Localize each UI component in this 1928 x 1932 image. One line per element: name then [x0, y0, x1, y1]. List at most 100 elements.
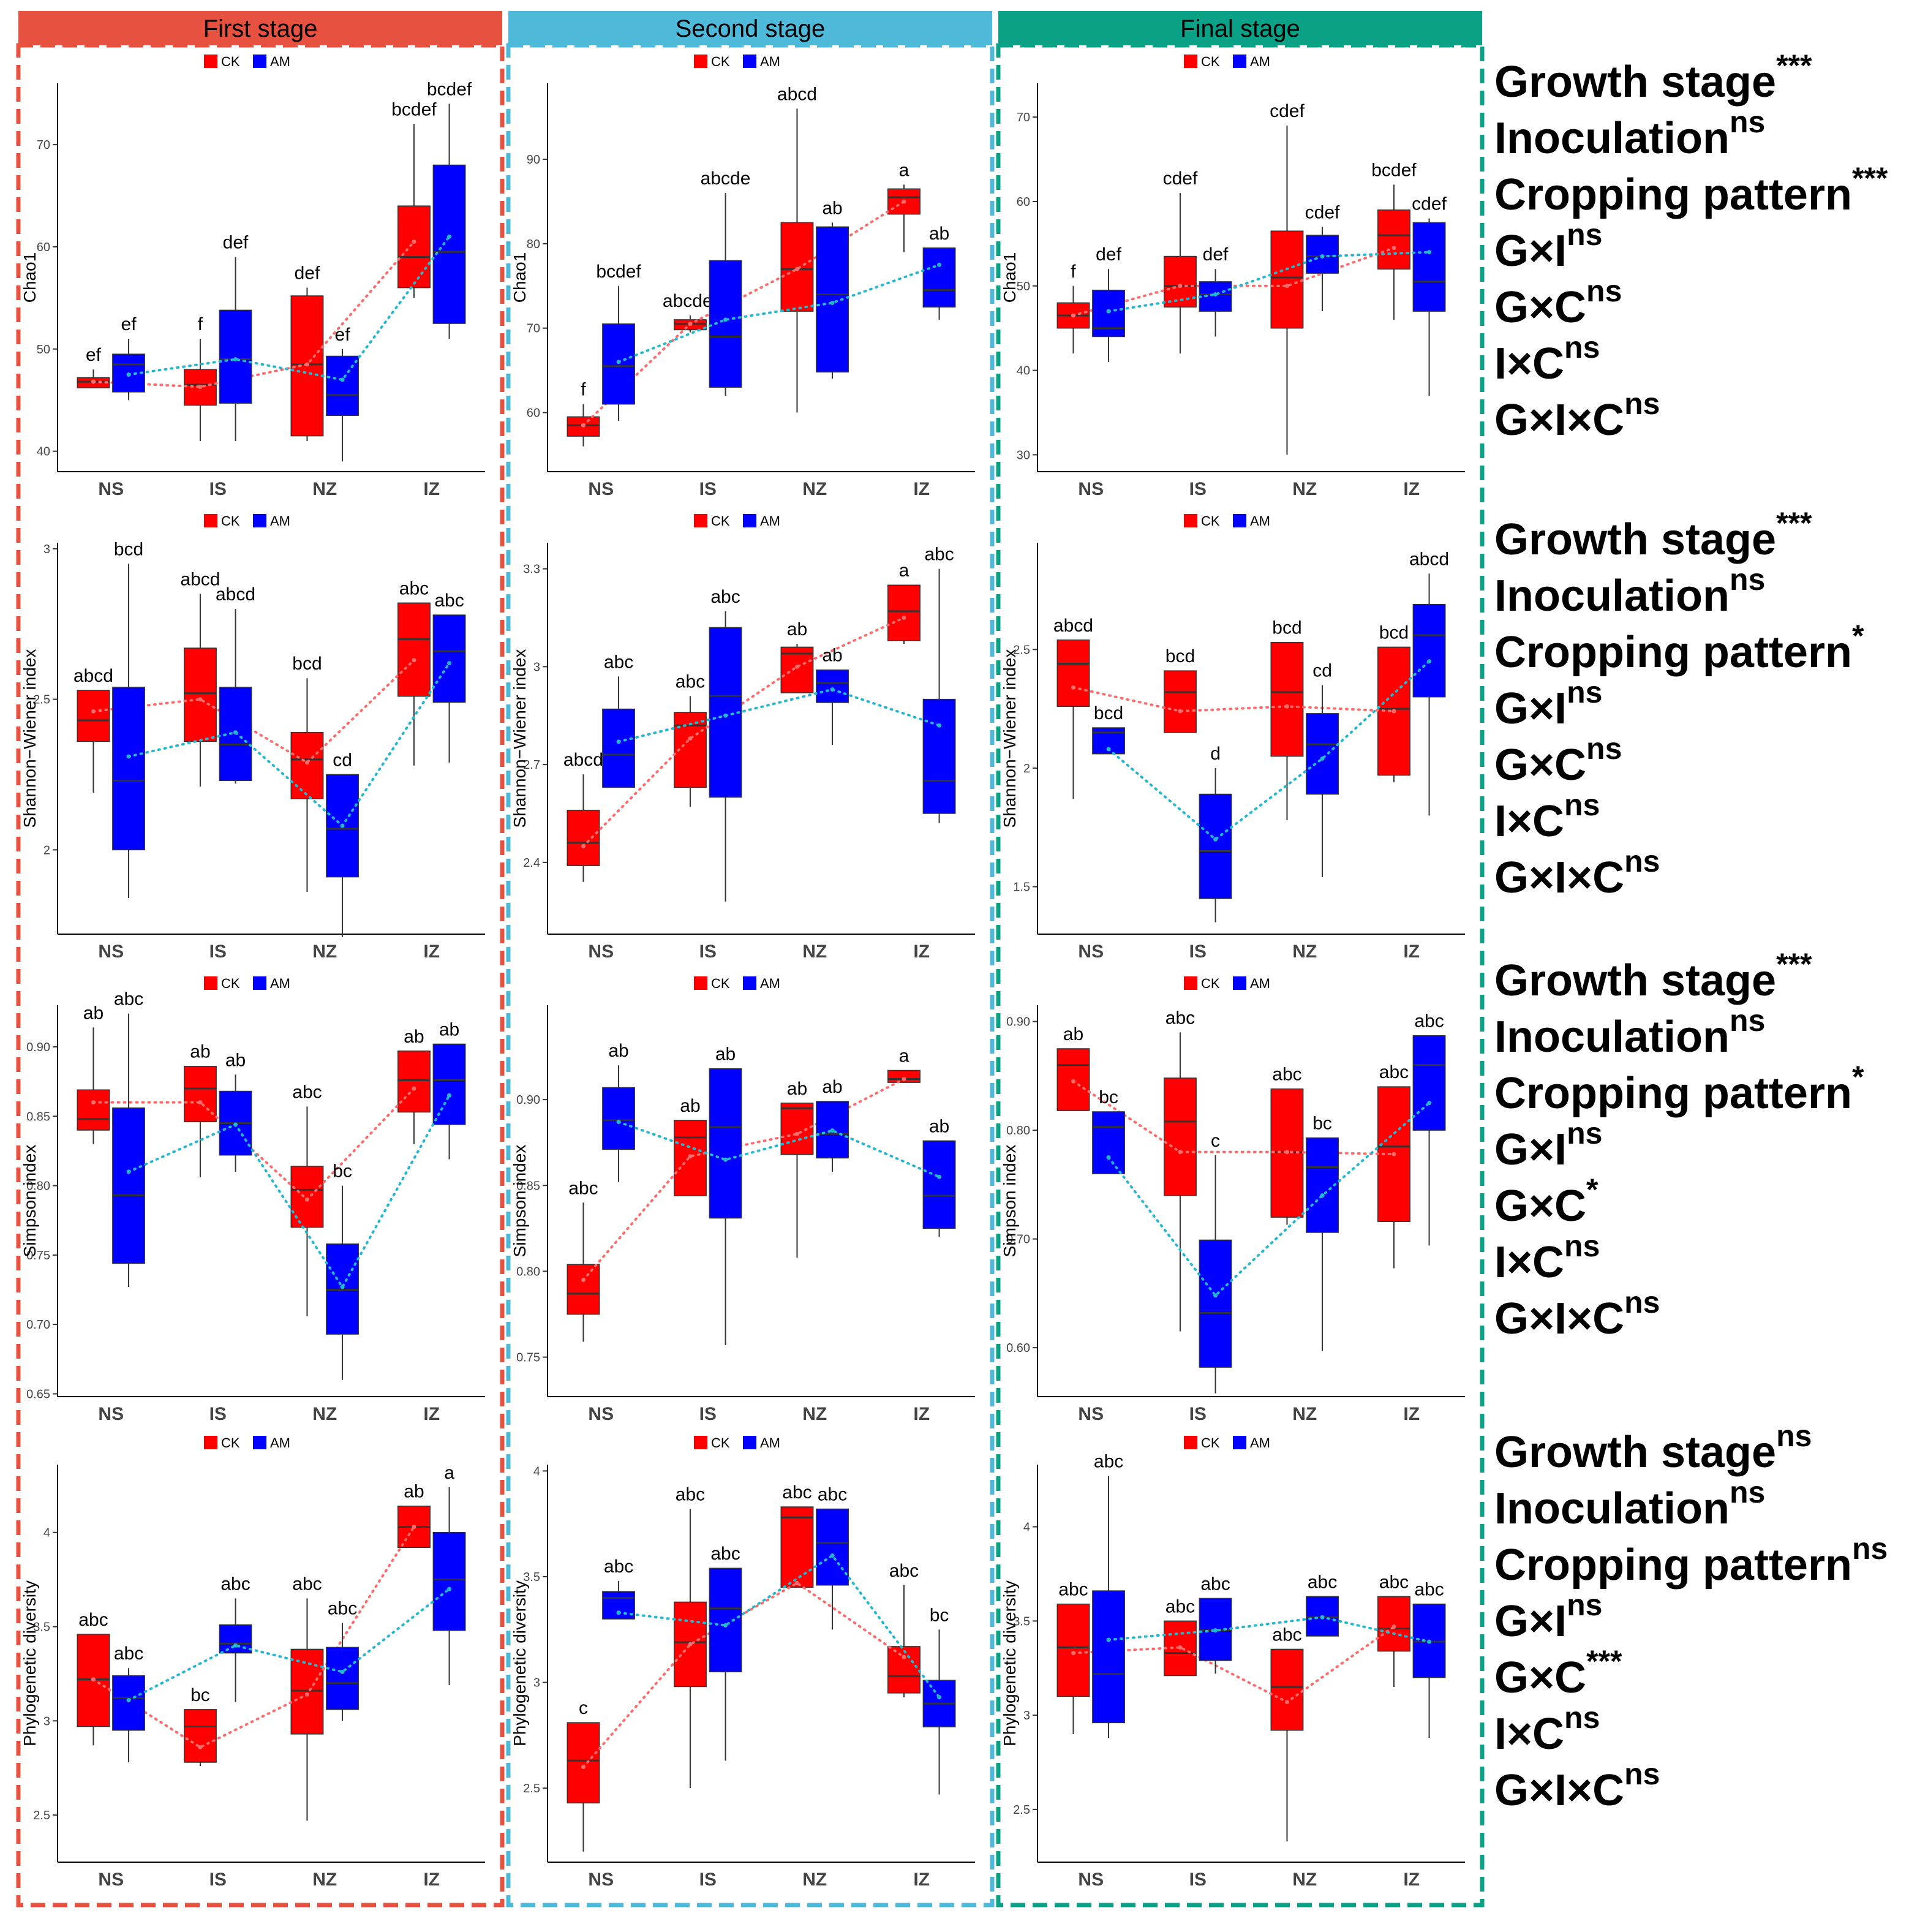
- box-body: [922, 1140, 956, 1229]
- mean-point: [830, 687, 835, 692]
- significance-label: ab: [715, 1044, 736, 1065]
- anova-significance: ns: [1567, 217, 1603, 252]
- mean-point: [126, 754, 131, 759]
- box-body: [432, 1043, 466, 1125]
- mean-point: [794, 1580, 799, 1585]
- anova-stat-line: G×Ins: [1494, 1118, 1923, 1178]
- mean-point: [412, 658, 416, 663]
- y-tick-label: 40: [37, 445, 50, 459]
- anova-stat-line: Growth stagens: [1494, 1421, 1923, 1481]
- x-tick-label: NZ: [1292, 479, 1317, 499]
- box-body: [1199, 1239, 1232, 1368]
- significance-label: ab: [822, 1077, 842, 1097]
- box-body: [602, 708, 635, 788]
- stage-frame: [506, 43, 995, 1907]
- y-tick-label: 0.60: [1006, 1341, 1030, 1355]
- significance-label: bc: [333, 1161, 352, 1182]
- mean-point: [581, 423, 586, 428]
- mean-point: [340, 1285, 345, 1289]
- mean-point: [1178, 1645, 1183, 1650]
- anova-term: Growth stage: [1494, 58, 1777, 107]
- y-axis-label: Chao1: [20, 252, 39, 303]
- x-tick-label: IZ: [423, 941, 440, 962]
- mean-point: [937, 1174, 942, 1179]
- stage-header-label: First stage: [203, 15, 318, 42]
- mean-point: [91, 379, 96, 384]
- y-axis-label: Chao1: [1000, 252, 1019, 303]
- x-tick-label: NZ: [1292, 1404, 1317, 1424]
- mean-trend-line: [92, 658, 415, 764]
- mean-point: [723, 1623, 728, 1628]
- significance-label: abc: [782, 1482, 811, 1503]
- x-tick-label: IZ: [913, 1870, 930, 1890]
- chart-simpson-index-first-stage: CK AM 0.65 0.70 0.75 0.80 0.85 0.90 Simpson inde…: [20, 976, 485, 1424]
- anova-stat-line: G×C*: [1494, 1174, 1923, 1234]
- mean-point: [723, 713, 728, 718]
- legend-am-label: AM: [760, 1435, 780, 1451]
- significance-label: ef: [86, 345, 102, 365]
- y-tick-label: 0.80: [26, 1180, 50, 1193]
- legend-ck-label: CK: [221, 976, 240, 991]
- anova-term: Inoculation: [1494, 572, 1730, 621]
- mean-point: [902, 199, 906, 204]
- box-body: [77, 1089, 110, 1131]
- anova-significance: ns: [1729, 105, 1766, 139]
- box-body: [1412, 222, 1446, 312]
- chart-chao1-first-stage: CK AM 40 50 60 70 Chao1 NS IS NZ IZ ef f def bcdef ef de…: [20, 54, 485, 499]
- box-body: [184, 1709, 217, 1763]
- mean-point: [1320, 1193, 1325, 1198]
- box-body: [922, 698, 956, 814]
- box-body: [326, 355, 359, 416]
- stage-frame: [16, 43, 505, 1907]
- mean-point: [1213, 292, 1218, 297]
- significance-label: a: [899, 560, 909, 581]
- anova-term: Cropping pattern: [1494, 1541, 1852, 1590]
- legend-ck-label: CK: [1201, 513, 1220, 529]
- significance-label: bcd: [114, 539, 143, 559]
- stage-frame: [996, 43, 1485, 1907]
- anova-significance: *: [1851, 1060, 1864, 1094]
- anova-stat-block: Growth stage*** Inoculationns Cropping pat…: [1494, 508, 1923, 906]
- box-body: [290, 1648, 324, 1735]
- mean-point: [1213, 837, 1218, 842]
- x-tick-label: NZ: [802, 1870, 827, 1890]
- significance-label: abc: [1308, 1572, 1337, 1592]
- mean-point: [1427, 659, 1432, 664]
- significance-label: f: [1071, 262, 1076, 282]
- legend-am-swatch: [1233, 55, 1246, 68]
- mean-point: [447, 234, 452, 239]
- legend-ck-label: CK: [1201, 54, 1220, 69]
- x-tick-label: IS: [1189, 1404, 1207, 1424]
- mean-point: [1071, 1079, 1075, 1084]
- x-tick-label: IS: [1189, 479, 1207, 499]
- legend-am-label: AM: [1250, 1435, 1270, 1451]
- y-tick-label: 0.85: [516, 1179, 540, 1193]
- anova-term: G×I×C: [1494, 1766, 1625, 1815]
- x-tick-label: NS: [588, 479, 614, 499]
- mean-point: [1071, 685, 1075, 690]
- y-axis-label: Simpson index: [1000, 1145, 1019, 1258]
- anova-significance: ns: [1729, 1475, 1766, 1509]
- y-tick-label: 1.5: [1013, 881, 1030, 894]
- mean-point: [1106, 1637, 1111, 1642]
- x-tick-label: IS: [699, 1870, 717, 1890]
- legend-ck-label: CK: [221, 1435, 240, 1451]
- x-tick-label: IZ: [423, 1870, 440, 1890]
- significance-label: abcde: [701, 168, 751, 189]
- box-body: [112, 687, 145, 851]
- mean-point: [1427, 1101, 1432, 1106]
- anova-significance: ns: [1624, 1757, 1660, 1791]
- legend-ck-label: CK: [711, 54, 730, 69]
- significance-label: bc: [1312, 1114, 1332, 1134]
- mean-point: [1106, 309, 1111, 314]
- y-tick-label: 3: [43, 1715, 50, 1728]
- mean-point: [126, 1697, 131, 1702]
- significance-label: cd: [333, 750, 352, 770]
- mean-point: [794, 664, 799, 669]
- legend-am-label: AM: [1250, 54, 1270, 69]
- y-tick-label: 3: [533, 660, 540, 674]
- significance-label: abc: [604, 652, 633, 672]
- legend-ck-swatch: [1184, 55, 1197, 68]
- x-tick-label: IS: [209, 1404, 227, 1424]
- x-tick-label: NZ: [312, 1404, 337, 1424]
